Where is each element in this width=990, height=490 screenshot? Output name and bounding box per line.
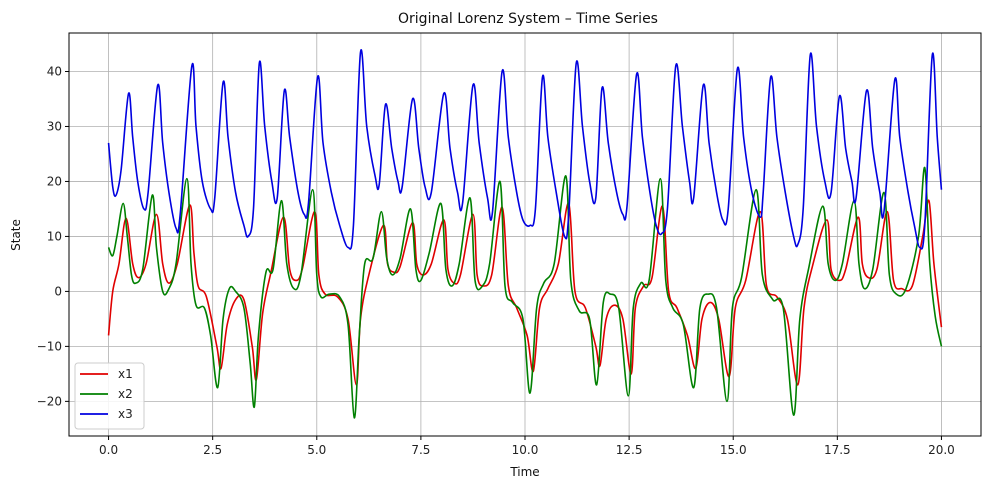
y-tick-label: −20 — [37, 394, 62, 408]
series-line-x3 — [107, 48, 943, 250]
series-layer — [107, 48, 943, 419]
legend-label-x1: x1 — [118, 367, 133, 381]
y-tick-label: 40 — [47, 64, 62, 78]
legend-box — [74, 362, 145, 430]
x-tick-label: 7.5 — [411, 443, 430, 457]
x-ticks: 0.0 2.5 5.0 7.5 10.0 12.5 15.0 17.5 20.0 — [99, 436, 955, 457]
x-tick-label: 17.5 — [824, 443, 851, 457]
x-tick-label: 10.0 — [512, 443, 539, 457]
y-tick-label: 10 — [47, 229, 62, 243]
legend: x1 x2 x3 — [74, 362, 145, 430]
x-tick-label: 20.0 — [928, 443, 955, 457]
x-tick-label: 2.5 — [203, 443, 222, 457]
x-tick-label: 0.0 — [99, 443, 118, 457]
y-tick-label: 0 — [54, 284, 62, 298]
legend-label-x3: x3 — [118, 407, 133, 421]
y-tick-label: −10 — [37, 339, 62, 353]
series-line-x1 — [107, 199, 943, 386]
y-tick-label: 20 — [47, 174, 62, 188]
y-ticks: −20 −10 0 10 20 30 40 — [37, 64, 69, 408]
x-tick-label: 15.0 — [720, 443, 747, 457]
y-axis-title: State — [9, 219, 23, 251]
chart-title: Original Lorenz System – Time Series — [398, 11, 658, 27]
series-line-x2 — [107, 166, 943, 419]
x-tick-label: 5.0 — [307, 443, 326, 457]
x-axis-title: Time — [509, 465, 539, 479]
legend-label-x2: x2 — [118, 387, 133, 401]
y-tick-label: 30 — [47, 119, 62, 133]
x-tick-label: 12.5 — [616, 443, 643, 457]
